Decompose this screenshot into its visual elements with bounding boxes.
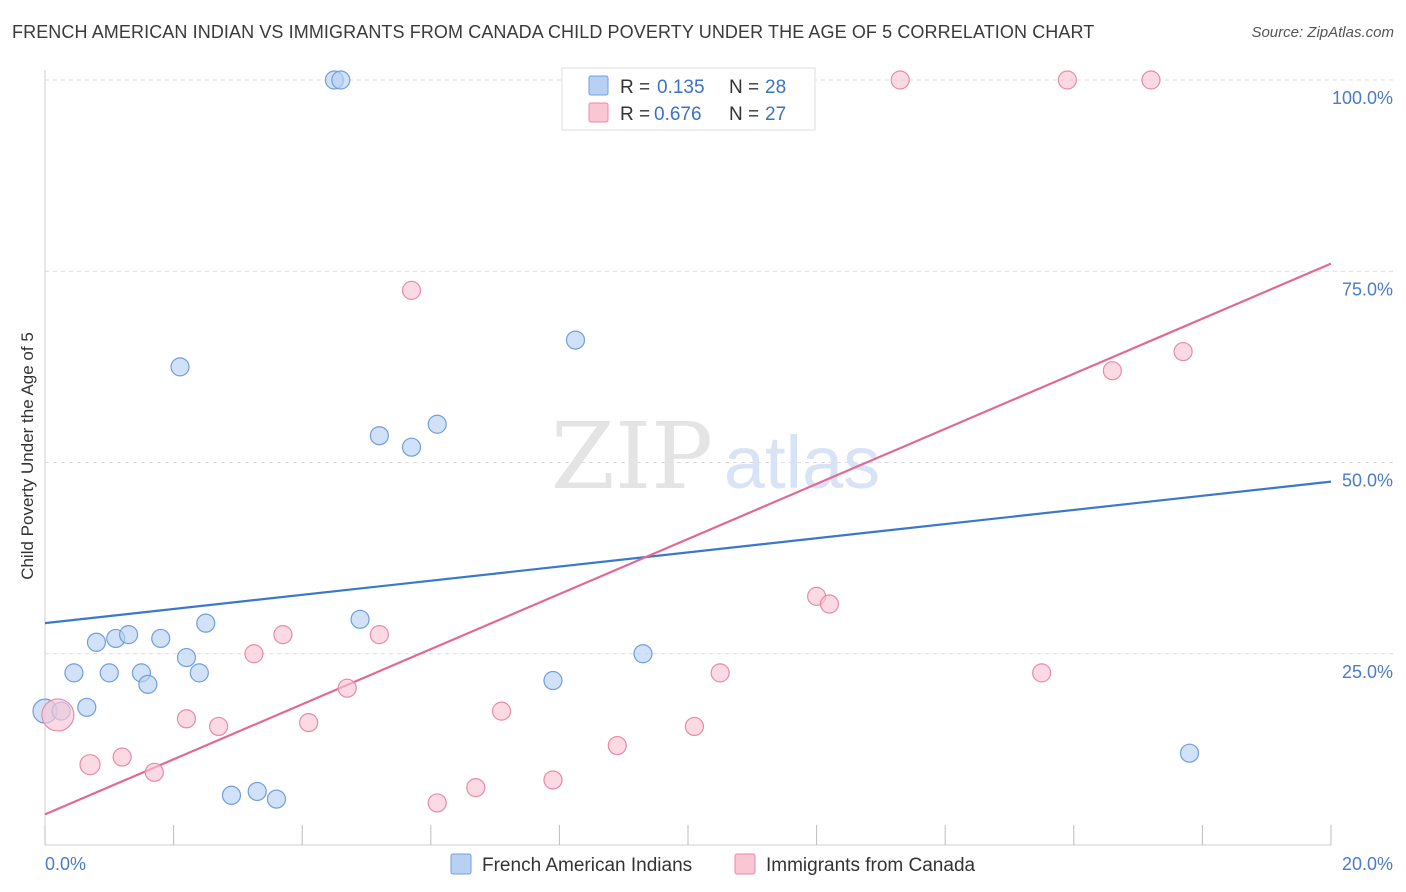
watermark-atlas: atlas [724, 421, 880, 504]
blue-point-25 [565, 330, 586, 350]
pink-point-8 [299, 712, 319, 733]
chart-title: FRENCH AMERICAN INDIAN VS IMMIGRANTS FRO… [12, 22, 1095, 42]
blue-point-13 [189, 663, 209, 683]
pink-point-14 [491, 701, 512, 721]
pink-point-10 [369, 625, 389, 645]
pink-point-5 [209, 716, 229, 737]
blue-point-7 [118, 625, 139, 645]
blue-point-12 [176, 647, 197, 668]
pink-point-21 [890, 70, 910, 90]
legend-n-value-blue: 28 [765, 77, 786, 98]
blue-point-21 [369, 426, 389, 446]
blue-point-9 [138, 674, 158, 694]
series-legend: French American Indians Immigrants from … [450, 853, 976, 876]
pink-point-16 [607, 735, 627, 756]
pink-point-13 [466, 778, 486, 798]
pink-point-2 [112, 747, 132, 767]
pink-point-18 [710, 663, 730, 683]
bottom-legend-label-blue: French American Indians [482, 855, 692, 876]
legend-swatch-blue [588, 75, 609, 96]
series-immigrants-from-canada [41, 70, 1193, 813]
blue-point-17 [266, 789, 287, 809]
blue-point-2 [77, 697, 97, 717]
pink-point-0 [41, 698, 75, 732]
pink-point-3 [144, 762, 164, 782]
legend-n-label-blue: N = [729, 77, 759, 98]
watermark-zip: ZIP [551, 403, 713, 510]
legend-n-value-pink: 27 [765, 104, 786, 125]
pink-point-1 [79, 754, 101, 776]
y-axis-label: Child Poverty Under the Age of 5 [18, 332, 37, 580]
bottom-legend-swatch-blue [450, 853, 472, 875]
x-tick-label-max: 20.0% [1342, 854, 1393, 874]
blue-point-20 [350, 609, 370, 629]
blue-point-23 [427, 414, 447, 434]
x-ticks [44, 825, 1332, 845]
pink-point-6 [244, 644, 264, 664]
trend-line-blue [44, 480, 1332, 625]
pink-point-26 [1173, 341, 1193, 362]
blue-point-3 [64, 663, 84, 683]
blue-point-11 [170, 357, 190, 377]
blue-point-4 [86, 632, 107, 652]
blue-point-14 [196, 613, 216, 633]
legend-r-label-blue: R = [620, 77, 650, 98]
legend-r-value-blue: 0.135 [657, 77, 705, 98]
y-tick-label-75: 75.0% [1342, 279, 1393, 299]
legend-swatch-pink [588, 102, 609, 123]
pink-point-11 [401, 280, 422, 300]
y-tick-labels: 25.0% 50.0% 75.0% 100.0% [1332, 88, 1393, 682]
pink-point-4 [176, 709, 197, 729]
pink-point-7 [273, 625, 293, 645]
series-french-american-indians [32, 70, 1200, 809]
blue-point-15 [221, 785, 242, 805]
blue-point-22 [401, 437, 422, 457]
pink-point-20 [819, 594, 840, 614]
correlation-legend: R = 0.135 N = 28 R = 0.676 N = 27 [561, 67, 816, 131]
trend-lines [44, 262, 1332, 816]
bottom-legend-swatch-pink [734, 853, 756, 875]
legend-r-value-pink: 0.676 [654, 104, 702, 125]
y-tick-label-100: 100.0% [1332, 88, 1393, 108]
blue-point-27 [1179, 743, 1200, 763]
pink-point-24 [1102, 361, 1122, 381]
pink-point-23 [1057, 70, 1077, 90]
legend-r-label-pink: R = [620, 104, 650, 125]
blue-point-10 [151, 628, 171, 649]
legend-n-label-pink: N = [729, 104, 759, 125]
y-tick-label-25: 25.0% [1342, 662, 1393, 682]
blue-point-19 [331, 70, 351, 90]
blue-point-16 [247, 781, 267, 802]
pink-point-25 [1141, 70, 1161, 90]
y-tick-label-50: 50.0% [1342, 471, 1393, 491]
pink-point-9 [337, 678, 357, 698]
blue-point-26 [633, 644, 653, 664]
pink-point-12 [427, 793, 447, 813]
x-tick-label-min: 0.0% [45, 854, 86, 874]
pink-point-22 [1032, 663, 1052, 683]
source-label: Source: ZipAtlas.com [1251, 24, 1394, 41]
trend-line-pink [44, 262, 1332, 816]
pink-point-15 [543, 770, 563, 790]
pink-point-17 [684, 716, 705, 737]
bottom-legend-label-pink: Immigrants from Canada [766, 855, 976, 876]
gridlines [45, 79, 1393, 655]
blue-point-24 [543, 670, 563, 691]
blue-point-5 [99, 663, 119, 683]
watermark: ZIP atlas [551, 403, 880, 510]
